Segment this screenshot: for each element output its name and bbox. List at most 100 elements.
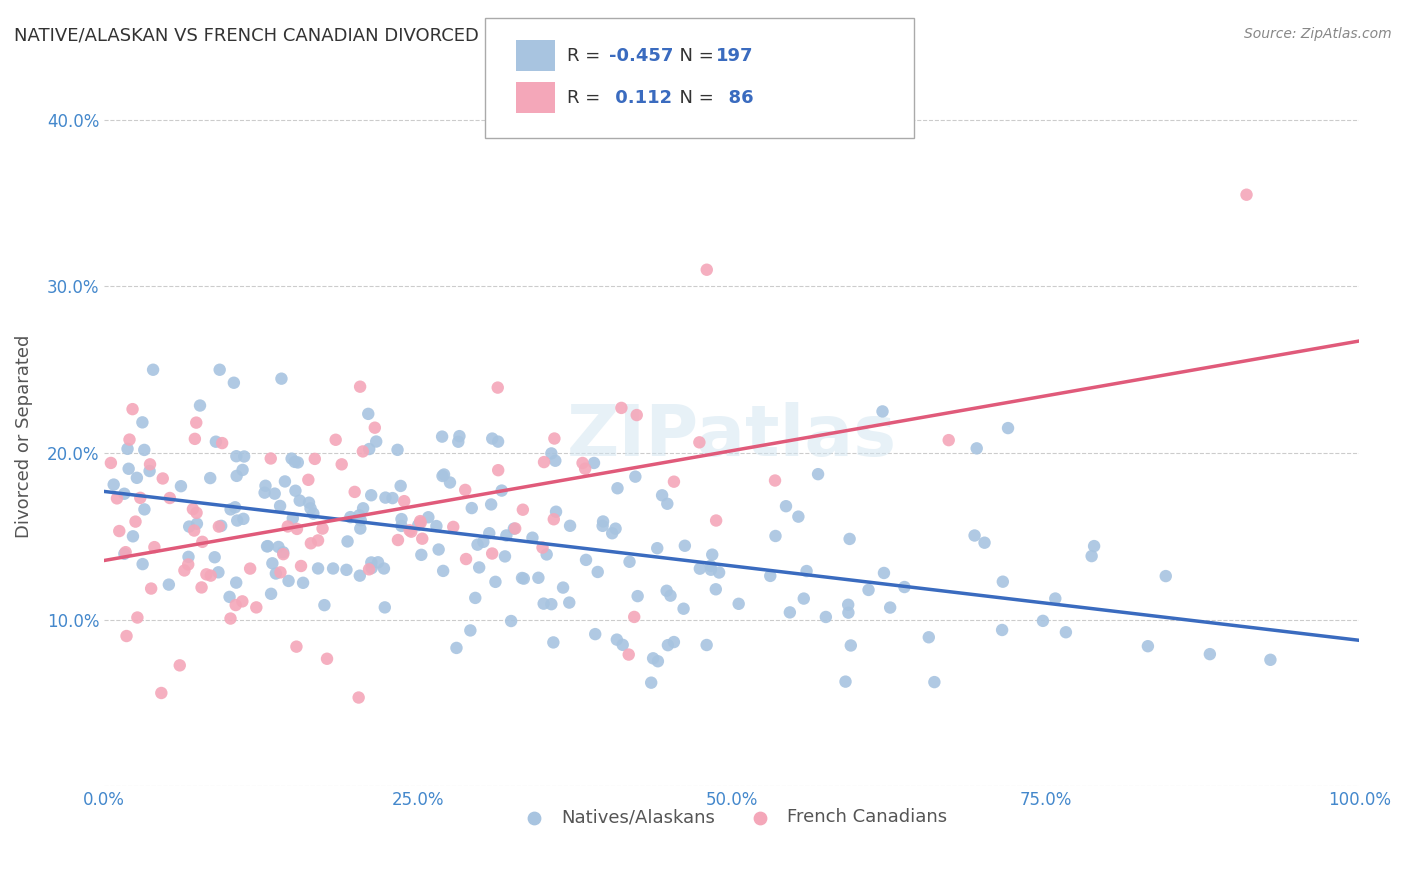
Point xyxy=(269,566,291,580)
Point xyxy=(218,590,240,604)
Point xyxy=(966,442,988,456)
Point xyxy=(689,562,711,576)
Point xyxy=(793,591,815,606)
Point xyxy=(606,481,628,495)
Point xyxy=(411,548,433,562)
Point xyxy=(233,450,256,464)
Point xyxy=(225,575,247,590)
Point xyxy=(544,454,567,468)
Point xyxy=(307,533,329,548)
Point xyxy=(727,597,749,611)
Point xyxy=(432,469,454,483)
Point xyxy=(314,598,336,612)
Point xyxy=(159,491,181,505)
Point xyxy=(267,540,290,554)
Point xyxy=(183,524,205,538)
Point xyxy=(544,505,567,519)
Point xyxy=(298,496,321,510)
Point xyxy=(540,597,562,611)
Point xyxy=(391,512,413,526)
Point xyxy=(765,529,787,543)
Point xyxy=(284,455,307,469)
Point xyxy=(486,434,509,449)
Point xyxy=(834,674,856,689)
Point xyxy=(1054,625,1077,640)
Point xyxy=(208,363,231,377)
Point xyxy=(1032,614,1054,628)
Point xyxy=(115,629,138,643)
Point xyxy=(118,433,141,447)
Point xyxy=(349,380,371,394)
Point xyxy=(807,467,830,482)
Point xyxy=(655,583,678,598)
Point xyxy=(207,566,229,580)
Point xyxy=(1045,591,1067,606)
Point xyxy=(360,561,382,575)
Point xyxy=(837,598,859,612)
Point xyxy=(103,477,125,491)
Point xyxy=(879,600,901,615)
Point xyxy=(290,559,312,574)
Point xyxy=(200,471,222,485)
Point xyxy=(209,519,232,533)
Point xyxy=(181,502,204,516)
Point xyxy=(274,475,297,489)
Point xyxy=(623,610,645,624)
Point xyxy=(219,502,242,516)
Point xyxy=(270,372,292,386)
Point xyxy=(186,516,208,531)
Point xyxy=(574,461,596,475)
Point xyxy=(486,381,509,395)
Point xyxy=(699,558,721,573)
Point xyxy=(662,635,685,649)
Point xyxy=(512,502,534,516)
Point xyxy=(231,594,253,608)
Point xyxy=(287,455,309,469)
Point xyxy=(502,522,524,536)
Point xyxy=(256,540,278,554)
Point xyxy=(662,475,685,489)
Point xyxy=(626,408,648,422)
Point xyxy=(673,539,696,553)
Point xyxy=(872,404,894,418)
Point xyxy=(478,526,501,541)
Point xyxy=(108,524,131,538)
Point xyxy=(640,675,662,690)
Point xyxy=(285,522,308,536)
Point xyxy=(540,446,562,460)
Point xyxy=(543,635,565,649)
Point xyxy=(531,541,554,555)
Point xyxy=(606,632,628,647)
Point xyxy=(129,491,152,505)
Point xyxy=(269,499,291,513)
Point xyxy=(796,564,818,578)
Text: 86: 86 xyxy=(716,89,754,107)
Point xyxy=(177,558,200,572)
Point xyxy=(359,442,381,456)
Point xyxy=(157,577,180,591)
Point xyxy=(704,514,727,528)
Point xyxy=(503,521,526,535)
Point xyxy=(352,444,374,458)
Point xyxy=(645,541,668,556)
Point xyxy=(427,542,450,557)
Point xyxy=(659,589,682,603)
Point xyxy=(125,471,148,485)
Point xyxy=(277,574,299,588)
Point xyxy=(374,491,396,505)
Point xyxy=(191,534,214,549)
Point xyxy=(225,598,247,612)
Point xyxy=(350,513,373,527)
Point xyxy=(838,532,860,546)
Point xyxy=(592,515,614,529)
Point xyxy=(349,522,371,536)
Point xyxy=(177,549,200,564)
Point xyxy=(472,534,495,549)
Point xyxy=(142,363,165,377)
Point xyxy=(433,467,456,482)
Point xyxy=(366,434,388,449)
Point xyxy=(152,471,174,485)
Point xyxy=(357,562,380,576)
Point xyxy=(619,555,641,569)
Point xyxy=(571,456,593,470)
